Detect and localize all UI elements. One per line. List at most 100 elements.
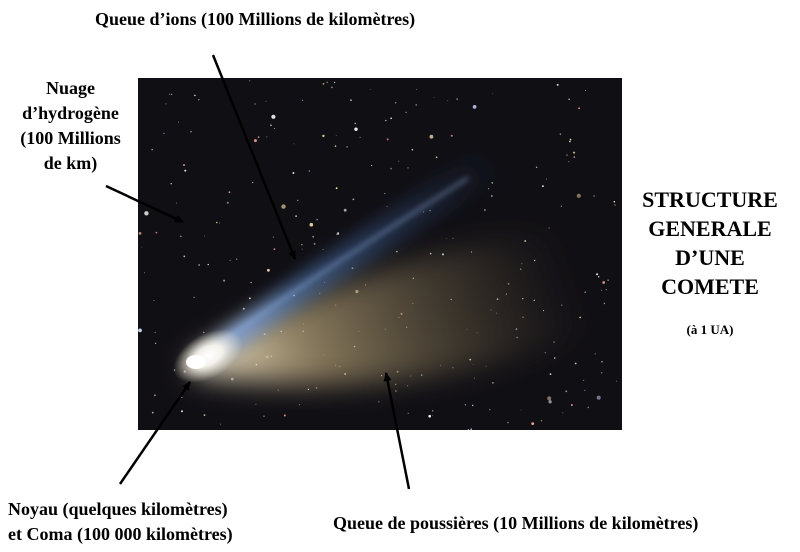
star bbox=[484, 209, 486, 211]
dust-tail-label: Queue de poussières (10 Millions de kilo… bbox=[333, 513, 699, 533]
star bbox=[445, 237, 447, 239]
star bbox=[203, 414, 206, 416]
star bbox=[194, 94, 196, 97]
star bbox=[273, 127, 276, 130]
star bbox=[242, 307, 245, 310]
star bbox=[601, 372, 603, 374]
star bbox=[548, 227, 550, 229]
star bbox=[576, 193, 581, 198]
star bbox=[266, 136, 268, 138]
star bbox=[428, 414, 432, 418]
star bbox=[568, 161, 570, 163]
star bbox=[183, 164, 185, 166]
comet-photo bbox=[138, 78, 622, 430]
star bbox=[540, 419, 543, 422]
star bbox=[405, 111, 407, 114]
star bbox=[181, 410, 183, 413]
star bbox=[492, 93, 494, 95]
star bbox=[283, 414, 286, 417]
star bbox=[491, 195, 493, 197]
star bbox=[489, 408, 491, 411]
star bbox=[568, 98, 570, 100]
star bbox=[450, 134, 453, 137]
star bbox=[359, 136, 361, 138]
star bbox=[335, 135, 337, 136]
star bbox=[390, 117, 392, 120]
star bbox=[616, 380, 617, 382]
star bbox=[560, 205, 563, 207]
star bbox=[271, 114, 276, 119]
ion-tail-label: Queue d’ions (100 Millions de kilomètres… bbox=[95, 9, 416, 29]
star bbox=[333, 81, 336, 84]
nucleus-coma-label: Noyau (quelques kilomètres) et Coma (100… bbox=[8, 497, 233, 547]
star bbox=[272, 236, 275, 238]
nucleus bbox=[186, 355, 206, 369]
star bbox=[299, 404, 301, 406]
star bbox=[181, 397, 183, 398]
star bbox=[313, 242, 316, 245]
hydrogen-line-2: d’hydrogène bbox=[22, 103, 119, 123]
star bbox=[542, 185, 544, 187]
star bbox=[154, 394, 156, 397]
star bbox=[485, 365, 487, 367]
star bbox=[398, 160, 400, 162]
title-line-1: STRUCTURE bbox=[642, 187, 778, 212]
star bbox=[204, 235, 205, 237]
star bbox=[175, 202, 177, 204]
star bbox=[602, 281, 606, 284]
star bbox=[216, 221, 218, 224]
star bbox=[559, 133, 562, 135]
star bbox=[170, 183, 172, 185]
star bbox=[252, 181, 254, 184]
star bbox=[614, 204, 616, 206]
star bbox=[308, 170, 311, 172]
star bbox=[249, 297, 251, 300]
hydrogen-line-3: (100 Millions bbox=[20, 128, 121, 148]
star bbox=[188, 385, 190, 388]
star bbox=[151, 149, 153, 151]
star bbox=[171, 93, 173, 95]
star bbox=[193, 296, 195, 298]
star bbox=[570, 404, 573, 406]
hydrogen-cloud-label: Nuage d’hydrogène (100 Millions de km) bbox=[8, 76, 133, 176]
star bbox=[354, 122, 356, 125]
star bbox=[573, 156, 576, 158]
star bbox=[566, 154, 568, 156]
star bbox=[184, 169, 187, 172]
star bbox=[267, 268, 270, 272]
star bbox=[263, 415, 265, 417]
star bbox=[574, 362, 577, 365]
star bbox=[198, 264, 200, 266]
dust-tail bbox=[190, 228, 618, 384]
star bbox=[335, 187, 338, 190]
title-line-3: D’UNE bbox=[675, 245, 745, 270]
star bbox=[569, 138, 572, 141]
star bbox=[203, 331, 205, 334]
star bbox=[556, 83, 559, 86]
star bbox=[596, 395, 601, 400]
star bbox=[315, 387, 318, 389]
star bbox=[507, 421, 509, 424]
star bbox=[168, 93, 171, 95]
star bbox=[350, 99, 352, 102]
star bbox=[407, 412, 409, 414]
star bbox=[447, 100, 449, 102]
star bbox=[183, 255, 186, 258]
star bbox=[346, 146, 348, 148]
star bbox=[307, 388, 309, 390]
star bbox=[613, 200, 616, 203]
star bbox=[144, 211, 149, 216]
star bbox=[394, 102, 397, 104]
star bbox=[326, 81, 328, 83]
star bbox=[207, 263, 209, 266]
star bbox=[250, 281, 252, 284]
star bbox=[384, 192, 386, 195]
star bbox=[322, 83, 325, 85]
star bbox=[151, 411, 154, 414]
star bbox=[472, 404, 474, 407]
star bbox=[378, 401, 380, 403]
star bbox=[584, 89, 587, 92]
star bbox=[270, 124, 272, 127]
star bbox=[386, 205, 388, 207]
star bbox=[415, 104, 418, 106]
